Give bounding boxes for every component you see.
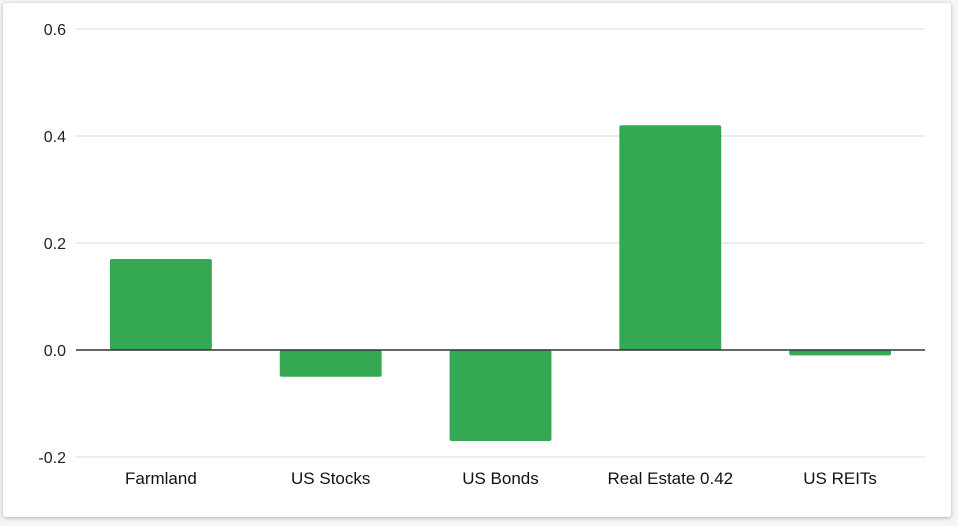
bar-real-estate [619,125,722,350]
bars [109,125,892,441]
y-axis-ticks: -0.2 0.0 0.2 0.4 0.6 [38,22,66,467]
x-category-label: US REITs [803,469,877,488]
y-tick-label: 0.2 [44,236,66,253]
bar-us-bonds [449,350,552,441]
x-category-label: Farmland [125,469,197,488]
y-tick-label: 0.6 [44,22,66,39]
y-tick-label: -0.2 [38,450,66,467]
gridlines [76,28,925,458]
x-category-label: US Bonds [462,469,539,488]
x-category-label: Real Estate 0.42 [607,469,733,488]
bar-us-stocks [279,350,382,377]
bar-us-reits [789,350,892,356]
y-tick-label: 0.4 [44,129,66,146]
x-category-label: US Stocks [291,469,370,488]
bar-farmland [109,259,212,350]
y-tick-label: 0.0 [44,343,66,360]
x-axis-labels: Farmland US Stocks US Bonds Real Estate 0.4… [125,469,877,488]
